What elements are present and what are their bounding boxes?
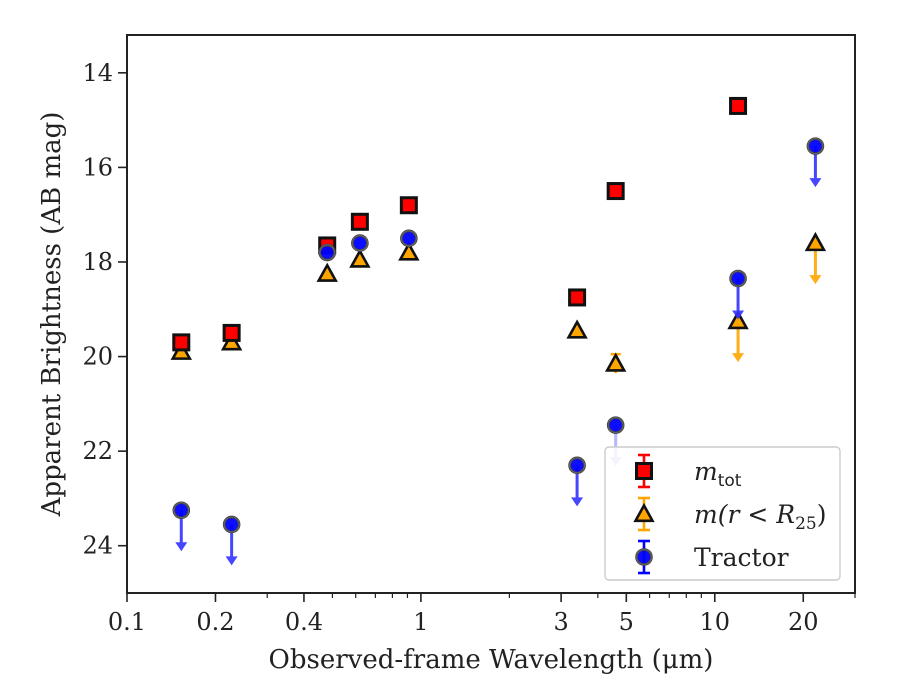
circle-rim <box>607 417 624 434</box>
data-point <box>316 262 338 282</box>
data-point-square <box>635 462 653 480</box>
series-2 <box>172 137 825 566</box>
data-point <box>398 241 420 261</box>
data-point-square <box>399 196 418 215</box>
legend: mtot m(r < R25) Tractor <box>604 446 841 581</box>
x-tick-label: 1 <box>413 608 428 636</box>
data-point-triangle <box>604 352 627 372</box>
circle-rim <box>173 502 190 519</box>
legend-box <box>604 446 841 581</box>
circle-rim <box>400 230 417 247</box>
plot-frame <box>126 34 856 594</box>
data-point-circle <box>351 234 369 252</box>
y-axis-label: Apparent Brightness (AB mag) <box>37 112 67 518</box>
data-point <box>349 248 371 268</box>
arrow-head <box>732 353 745 363</box>
data-point <box>222 323 241 342</box>
x-tick-label: 3 <box>553 608 568 636</box>
data-point-square <box>606 182 625 201</box>
legend-label-0: mtot <box>694 457 742 491</box>
data-point-circle <box>400 229 418 248</box>
circle-rim <box>569 457 586 474</box>
data-point <box>729 269 747 320</box>
legend-label-1: m(r < R25) <box>694 500 826 534</box>
x-axis-label: Observed-frame Wavelength (μm) <box>269 645 714 675</box>
arrow-head <box>809 275 822 285</box>
data-point <box>806 137 825 188</box>
data-point-triangle <box>566 319 588 339</box>
data-point <box>400 229 418 248</box>
x-tick-label: 20 <box>788 608 819 636</box>
circle-rim <box>223 516 240 533</box>
data-point <box>172 333 191 352</box>
circle-rim <box>319 244 336 261</box>
data-point <box>318 243 337 262</box>
data-point <box>399 196 418 215</box>
arrow-head <box>225 556 238 566</box>
x-tick-label: 0.2 <box>196 608 234 636</box>
y-tick-label: 24 <box>82 532 113 560</box>
data-point-circle <box>806 137 825 155</box>
circle-rim <box>807 138 824 155</box>
data-point-triangle <box>804 231 827 252</box>
chart-axes: 0.1 0.2 0.4 1 3 5 10 20 14 16 18 20 22 24 <box>82 59 856 636</box>
data-point-triangle <box>316 262 338 282</box>
data-point-triangle <box>727 309 749 330</box>
y-tick-label: 22 <box>82 437 113 465</box>
arrow-head <box>809 178 822 188</box>
x-tick-label: 0.4 <box>285 608 323 636</box>
data-point-square <box>729 96 748 115</box>
legend-label-2: Tractor <box>694 543 789 572</box>
data-point-square <box>568 288 587 307</box>
data-point <box>351 234 369 252</box>
circle-rim <box>730 270 747 287</box>
data-point-circle <box>606 416 625 434</box>
data-point <box>172 501 191 552</box>
data-point <box>729 96 748 115</box>
data-point <box>568 456 586 507</box>
data-point-triangle <box>633 502 655 523</box>
y-tick-label: 14 <box>82 59 113 87</box>
circle-rim <box>351 235 368 252</box>
x-tick-label: 5 <box>619 608 634 636</box>
data-point <box>568 288 587 307</box>
y-tick-label: 18 <box>82 248 113 276</box>
data-point <box>350 212 369 231</box>
data-point <box>606 182 625 201</box>
data-point <box>727 309 749 363</box>
y-tick-label: 16 <box>82 153 113 181</box>
data-point <box>222 515 241 566</box>
data-point-circle <box>222 515 241 534</box>
data-point-circle <box>172 501 191 520</box>
data-point-circle <box>729 269 747 288</box>
series-0 <box>172 96 748 352</box>
arrow-head <box>571 497 584 507</box>
data-point-circle <box>635 548 653 566</box>
data-point <box>566 319 588 339</box>
data-point-circle <box>568 456 586 475</box>
series-1 <box>170 231 827 374</box>
circle-rim <box>636 549 652 565</box>
arrow-head <box>175 542 188 552</box>
data-point <box>804 231 827 285</box>
data-point-square <box>350 212 369 231</box>
y-tick-label: 20 <box>82 343 113 371</box>
data-point-square <box>172 333 191 352</box>
data-point <box>604 352 627 374</box>
x-tick-label: 0.1 <box>108 608 146 636</box>
chart-marks <box>170 96 827 566</box>
data-point-square <box>222 323 241 342</box>
arrow-head <box>732 310 745 320</box>
data-point-circle <box>318 243 337 262</box>
data-point-triangle <box>349 248 371 268</box>
x-tick-label: 10 <box>700 608 731 636</box>
data-point-triangle <box>398 241 420 261</box>
